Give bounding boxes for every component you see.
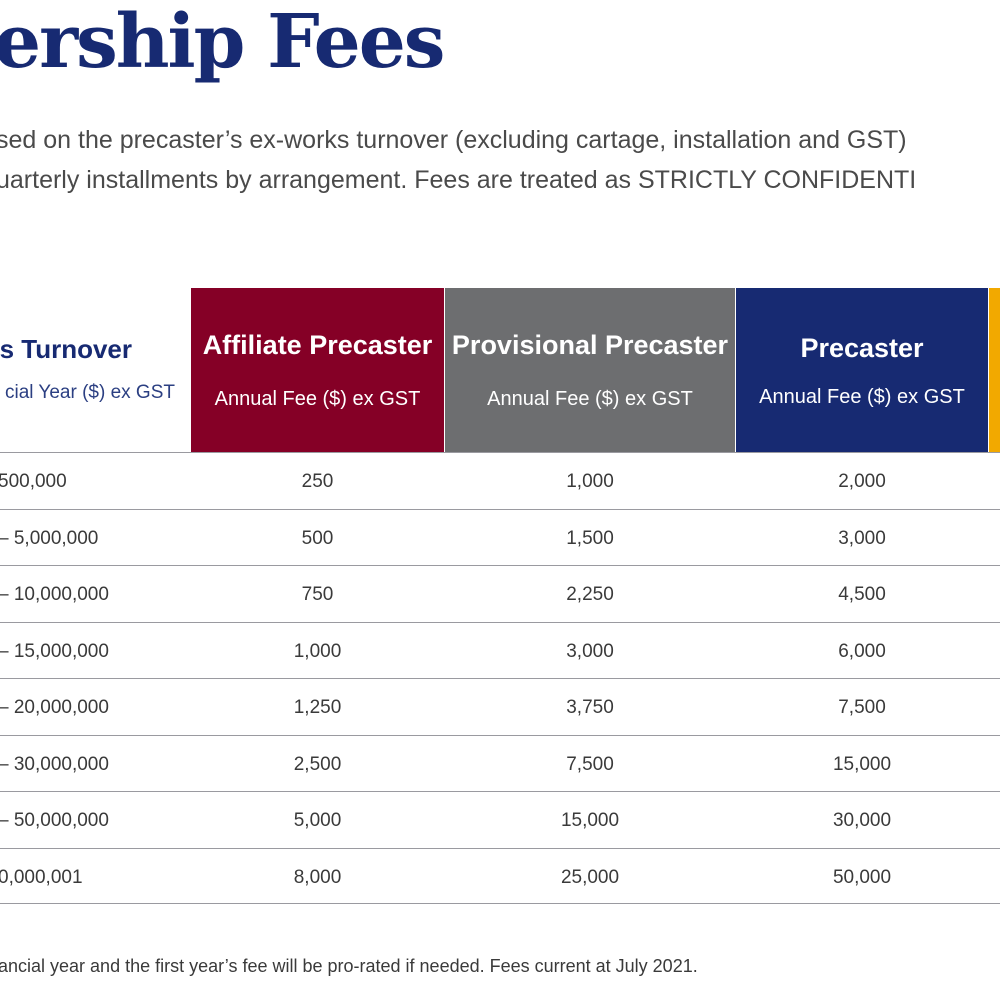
- affiliate-fee-cell: 500: [301, 527, 334, 549]
- turnover-cell: – 10,000,000: [0, 584, 109, 605]
- table-row: – 50,000,000 5,000 15,000 30,000: [0, 791, 1000, 848]
- header-precaster-subtitle: Annual Fee ($) ex GST: [759, 386, 965, 408]
- turnover-cell: 0,000,001: [0, 866, 83, 888]
- precaster-fee-cell: 15,000: [832, 753, 892, 775]
- precaster-fee-cell: 6,000: [838, 640, 886, 662]
- table-row: – 5,000,000 500 1,500 3,000: [0, 508, 1000, 566]
- table-row: 500,000 250 1,000 2,000: [0, 452, 1000, 509]
- turnover-cell: – 5,000,000: [0, 527, 99, 549]
- header-turnover-subtitle: cial Year ($) ex GST: [4, 382, 175, 403]
- header-affiliate-title: Affiliate Precaster: [202, 330, 433, 360]
- provisional-fee-cell: 1,500: [566, 527, 614, 549]
- provisional-fee-cell: 7,500: [566, 753, 614, 775]
- fee-table-body: 500,000 250 1,000 2,000 – 5,000,000 500 …: [0, 452, 1000, 904]
- provisional-fee-cell: 1,000: [566, 471, 614, 492]
- affiliate-fee-cell: 2,500: [293, 753, 342, 775]
- provisional-fee-cell: 3,000: [566, 640, 614, 662]
- header-turnover-title: s Turnover: [0, 334, 132, 364]
- header-precaster: Precaster Annual Fee ($) ex GST: [736, 288, 988, 452]
- turnover-cell: – 20,000,000: [0, 697, 109, 718]
- provisional-fee-cell: 25,000: [560, 866, 620, 888]
- affiliate-fee-cell: 750: [301, 584, 334, 605]
- table-row: – 20,000,000 1,250 3,750 7,500: [0, 678, 1000, 735]
- header-provisional-subtitle: Annual Fee ($) ex GST: [487, 388, 693, 410]
- precaster-fee-cell: 3,000: [838, 527, 886, 549]
- header-partial-column: [989, 288, 1000, 452]
- affiliate-fee-cell: 5,000: [293, 810, 342, 831]
- table-row: – 15,000,000 1,000 3,000 6,000: [0, 621, 1000, 679]
- turnover-cell: – 50,000,000: [0, 810, 109, 831]
- precaster-fee-cell: 30,000: [832, 810, 892, 831]
- provisional-fee-cell: 3,750: [566, 697, 614, 718]
- turnover-cell: – 15,000,000: [0, 640, 109, 662]
- affiliate-fee-cell: 250: [301, 471, 334, 492]
- table-row: – 30,000,000 2,500 7,500 15,000: [0, 734, 1000, 792]
- footnote: ancial year and the first year’s fee wil…: [0, 956, 698, 976]
- header-provisional-title: Provisional Precaster: [451, 330, 729, 360]
- affiliate-fee-cell: 8,000: [293, 866, 342, 888]
- header-turnover: s Turnover cial Year ($) ex GST: [0, 288, 191, 452]
- provisional-fee-cell: 2,250: [566, 584, 614, 605]
- precaster-fee-cell: 4,500: [838, 584, 886, 605]
- header-precaster-title: Precaster: [800, 333, 924, 363]
- intro-line-2: uarterly installments by arrangement. Fe…: [0, 166, 917, 194]
- table-row: – 10,000,000 750 2,250 4,500: [0, 565, 1000, 622]
- affiliate-fee-cell: 1,000: [293, 640, 342, 662]
- provisional-fee-cell: 15,000: [560, 810, 620, 831]
- precaster-fee-cell: 2,000: [838, 471, 886, 492]
- turnover-cell: 500,000: [0, 471, 67, 492]
- intro-paragraph: sed on the precaster’s ex-works turnover…: [0, 120, 1000, 200]
- precaster-fee-cell: 50,000: [832, 866, 892, 888]
- affiliate-fee-cell: 1,250: [293, 697, 342, 718]
- page-title: ership Fees: [0, 0, 445, 85]
- header-affiliate-precaster: Affiliate Precaster Annual Fee ($) ex GS…: [191, 288, 444, 452]
- turnover-cell: – 30,000,000: [0, 753, 109, 775]
- table-row: 0,000,001 8,000 25,000 50,000: [0, 847, 1000, 904]
- intro-line-1: sed on the precaster’s ex-works turnover…: [0, 126, 907, 154]
- precaster-fee-cell: 7,500: [838, 697, 886, 718]
- header-affiliate-subtitle: Annual Fee ($) ex GST: [214, 388, 421, 410]
- header-provisional-precaster: Provisional Precaster Annual Fee ($) ex …: [445, 288, 735, 452]
